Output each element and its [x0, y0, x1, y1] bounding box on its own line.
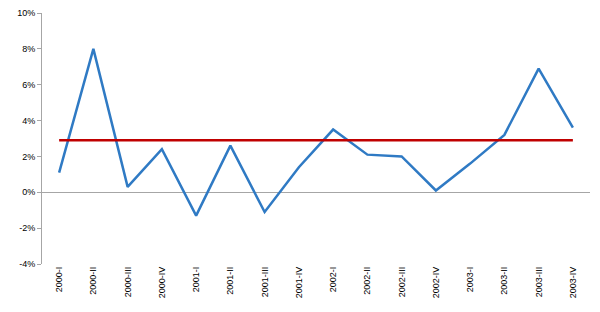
svg-text:-4%: -4%: [19, 259, 35, 269]
svg-text:2001-IV: 2001-IV: [294, 267, 304, 299]
svg-text:2002-III: 2002-III: [397, 267, 407, 298]
svg-text:2000-III: 2000-III: [123, 267, 133, 298]
svg-text:2002-II: 2002-II: [362, 267, 372, 295]
svg-text:2001-III: 2001-III: [260, 267, 270, 298]
svg-text:0%: 0%: [22, 187, 35, 197]
svg-text:2003-II: 2003-II: [499, 267, 509, 295]
svg-text:6%: 6%: [22, 80, 35, 90]
svg-text:4%: 4%: [22, 116, 35, 126]
svg-text:8%: 8%: [22, 44, 35, 54]
svg-text:2001-I: 2001-I: [191, 267, 201, 293]
svg-text:2003-III: 2003-III: [534, 267, 544, 298]
svg-text:10%: 10%: [17, 8, 35, 18]
svg-text:2000-II: 2000-II: [88, 267, 98, 295]
svg-text:-2%: -2%: [19, 223, 35, 233]
svg-text:2003-IV: 2003-IV: [568, 267, 578, 299]
svg-text:2002-I: 2002-I: [328, 267, 338, 293]
svg-text:2001-II: 2001-II: [225, 267, 235, 295]
svg-text:2000-I: 2000-I: [54, 267, 64, 293]
svg-text:2%: 2%: [22, 152, 35, 162]
svg-text:2000-IV: 2000-IV: [157, 267, 167, 299]
svg-text:2002-IV: 2002-IV: [431, 267, 441, 299]
svg-text:2003-I: 2003-I: [465, 267, 475, 293]
